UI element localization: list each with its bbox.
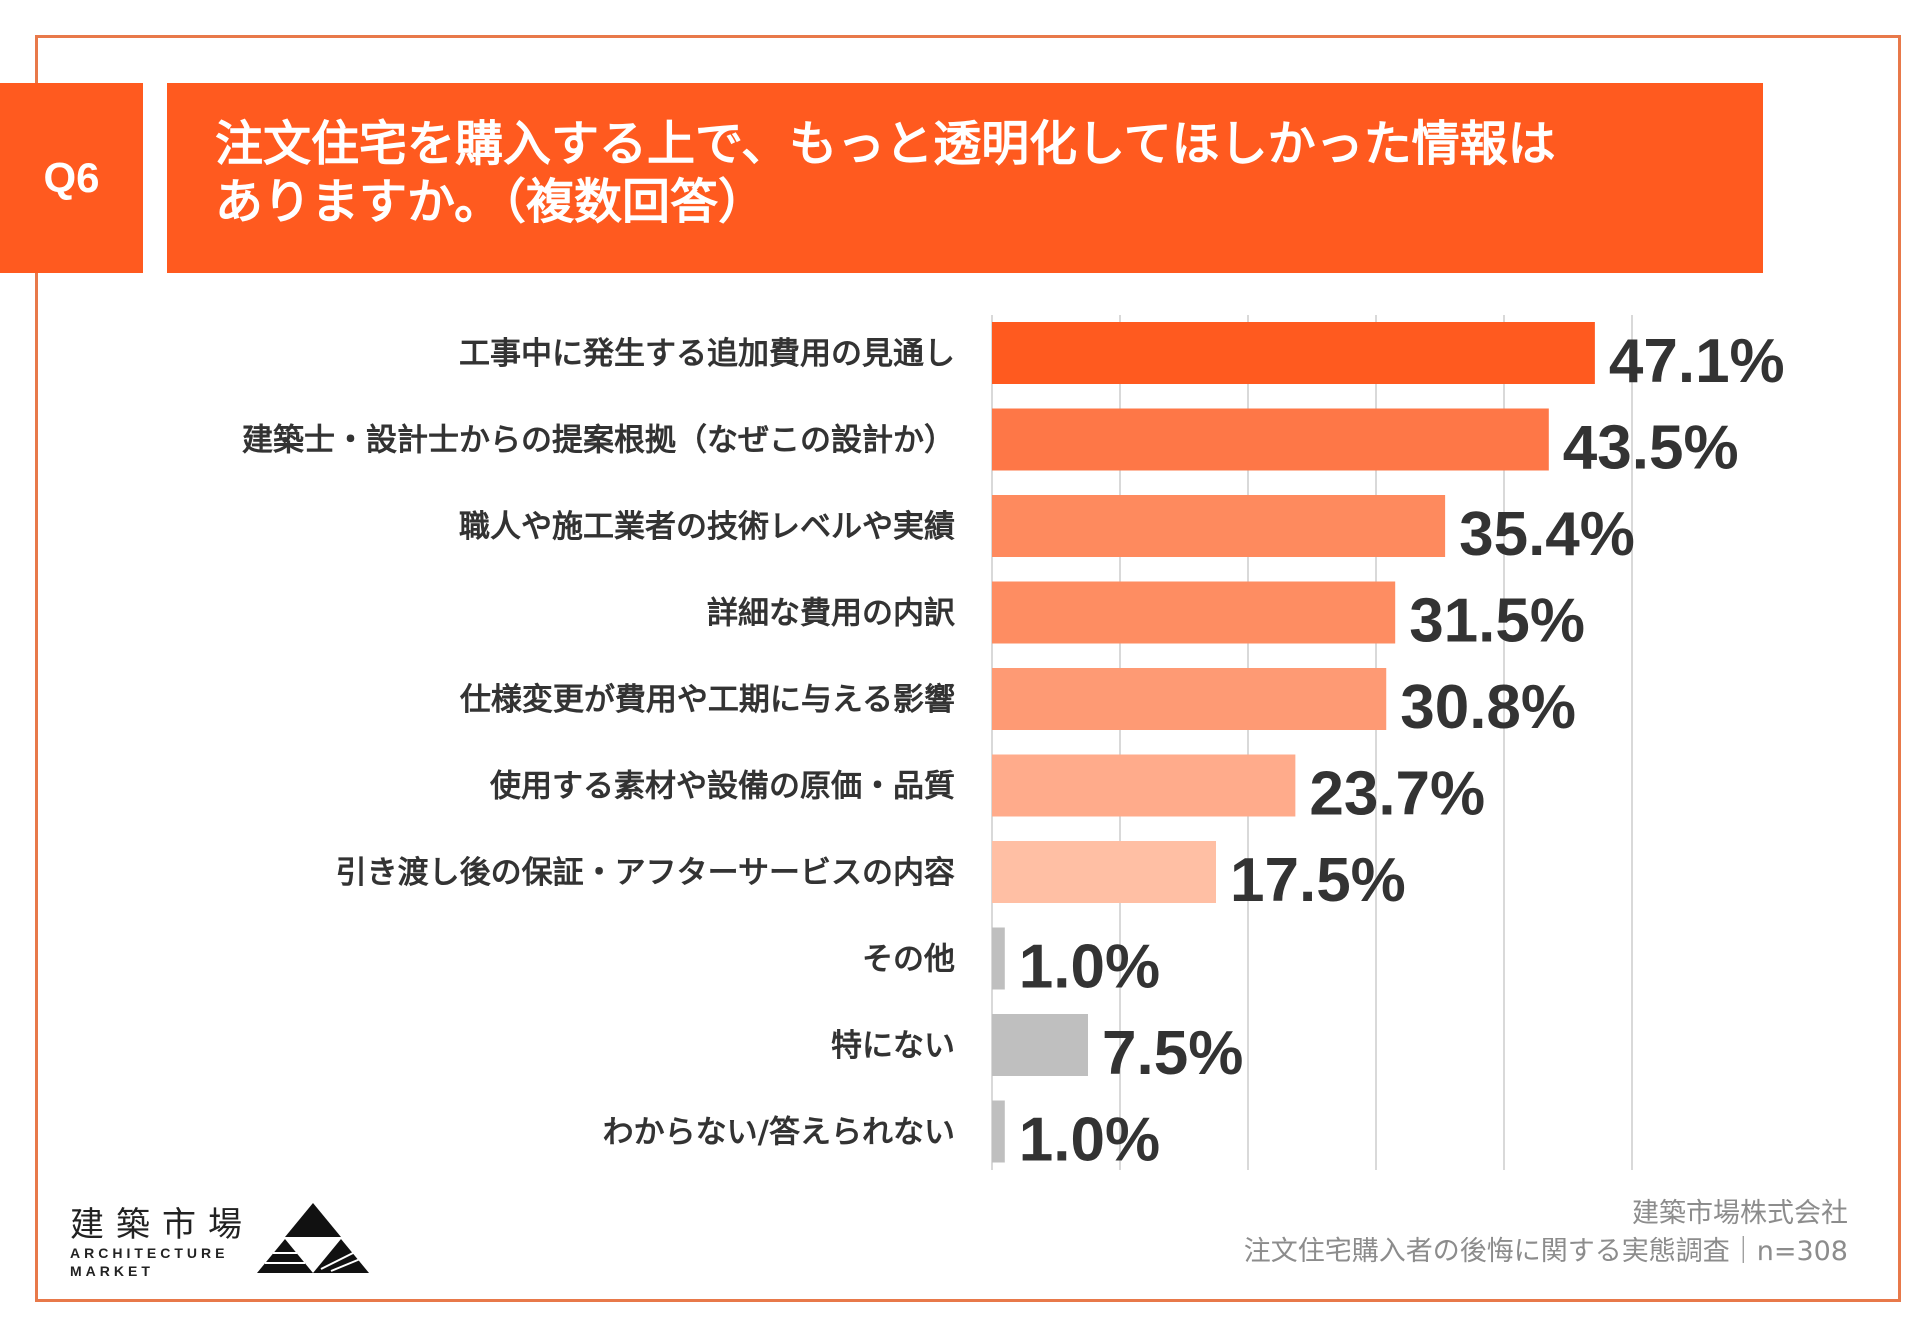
category-label: わからない/答えられない	[603, 1115, 955, 1151]
logo-text-en-1: ARCHITECTURE	[70, 1245, 229, 1261]
category-label: 工事中に発生する追加費用の見通し	[459, 336, 955, 372]
bar	[992, 581, 1396, 644]
bar	[992, 841, 1216, 903]
question-badge: Q6	[0, 83, 143, 273]
value-label: 1.0%	[1019, 933, 1160, 1002]
logo-mark-icon	[257, 1203, 369, 1273]
category-label: 引き渡し後の保証・アフターサービスの内容	[336, 855, 955, 891]
value-label: 35.4%	[1459, 500, 1635, 569]
labels: 工事中に発生する追加費用の見通し 47.1% 建築士・設計士からの提案根拠（なぜこの…	[242, 327, 1785, 1175]
bar	[992, 1014, 1088, 1076]
category-label: 仕様変更が費用や工期に与える影響	[460, 682, 955, 718]
value-label: 7.5%	[1102, 1019, 1243, 1088]
bar	[992, 322, 1595, 384]
category-label: 職人や施工業者の技術レベルや実績	[459, 509, 955, 545]
bar	[992, 927, 1005, 990]
value-label: 47.1%	[1609, 327, 1785, 396]
category-label: 特にない	[831, 1028, 955, 1064]
question-banner: 注文住宅を購入する上で、もっと透明化してほしかった情報は ありますか。（複数回答…	[167, 83, 1763, 273]
chart-frame	[35, 35, 1901, 1302]
bar-chart: 工事中に発生する追加費用の見通し 47.1% 建築士・設計士からの提案根拠（なぜこの…	[242, 315, 1785, 1175]
bar	[992, 408, 1549, 471]
value-label: 23.7%	[1309, 760, 1485, 829]
category-label: 詳細な費用の内訳	[707, 596, 956, 632]
value-label: 43.5%	[1563, 414, 1739, 483]
value-label: 17.5%	[1230, 846, 1406, 915]
value-label: 30.8%	[1400, 673, 1576, 742]
category-label: その他	[862, 942, 955, 978]
source-company: 建築市場株式会社	[1632, 1198, 1848, 1229]
question-title-line2: ありますか。（複数回答）	[215, 174, 767, 230]
value-label: 31.5%	[1409, 587, 1585, 656]
bar	[992, 1100, 1005, 1163]
bar	[992, 495, 1446, 557]
category-label: 使用する素材や設備の原価・品質	[489, 769, 955, 805]
category-label: 建築士・設計士からの提案根拠（なぜこの設計か）	[242, 423, 955, 459]
bar	[992, 754, 1296, 817]
logo-text-en-2: MARKET	[70, 1263, 154, 1279]
question-title-line1: 注文住宅を購入する上で、もっと透明化してほしかった情報は	[215, 116, 1556, 172]
source-note: 建築市場株式会社 注文住宅購入者の後悔に関する実態調査｜n=308	[1244, 1195, 1848, 1271]
bars	[992, 322, 1595, 1163]
company-logo: 建築市場 ARCHITECTURE MARKET	[70, 1197, 370, 1279]
logo-text-jp: 建築市場	[70, 1205, 254, 1245]
source-survey: 注文住宅購入者の後悔に関する実態調査｜n=308	[1243, 1236, 1848, 1267]
value-label: 1.0%	[1019, 1106, 1160, 1175]
bar	[992, 668, 1387, 730]
